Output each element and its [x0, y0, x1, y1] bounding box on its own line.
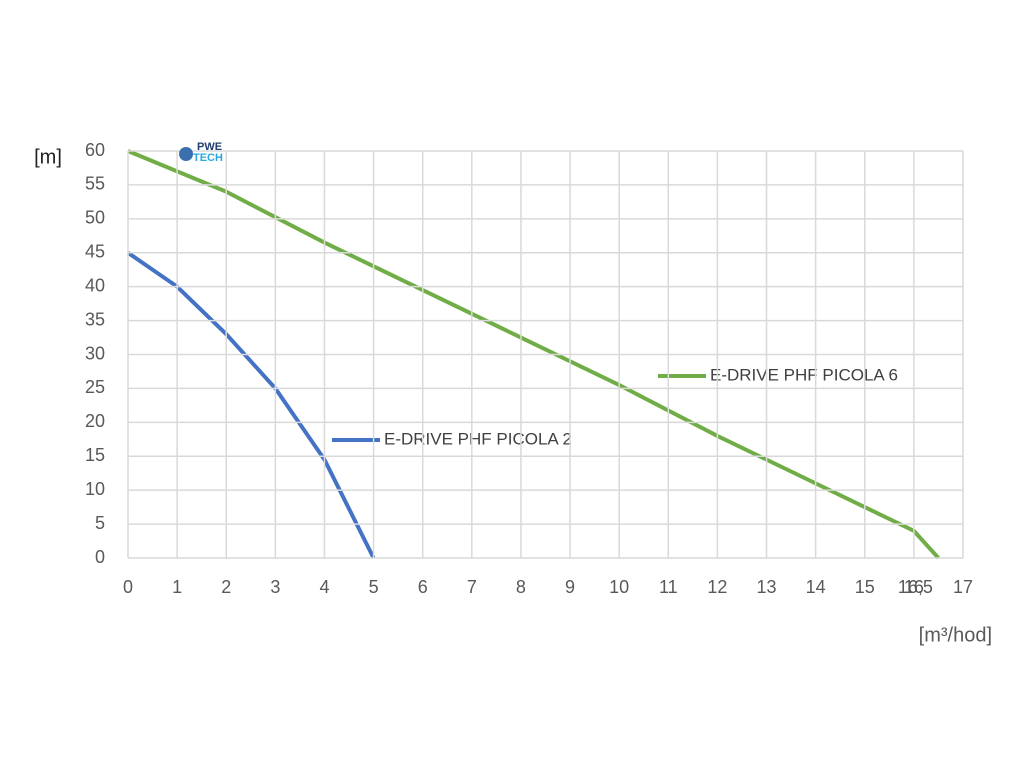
logo-icon [179, 147, 193, 161]
y-tick-label: 55 [85, 174, 105, 194]
logo-text: PWE [197, 141, 222, 153]
x-tick-label: 2 [221, 577, 231, 597]
x-tick-label: 4 [319, 577, 329, 597]
x-tick-label: 17 [953, 577, 973, 597]
y-tick-label: 50 [85, 208, 105, 228]
x-tick-label: 14 [806, 577, 826, 597]
x-tick-label: 13 [757, 577, 777, 597]
x-tick-label: 6 [418, 577, 428, 597]
x-tick-label: 1 [172, 577, 182, 597]
x-tick-label: 12 [707, 577, 727, 597]
x-tick-label: 0 [123, 577, 133, 597]
x-tick-label: 7 [467, 577, 477, 597]
x-tick-label: 5 [369, 577, 379, 597]
y-tick-label: 25 [85, 377, 105, 397]
y-tick-label: 10 [85, 479, 105, 499]
x-tick-label: 16 [904, 577, 924, 597]
x-tick-label: 15 [855, 577, 875, 597]
series-line [126, 251, 376, 559]
x-tick-label: 8 [516, 577, 526, 597]
y-tick-label: 15 [85, 445, 105, 465]
x-tick-label: 3 [270, 577, 280, 597]
legend-label: E-DRIVE PHF PICOLA 2 [384, 429, 572, 448]
x-tick-label: 11 [659, 577, 678, 597]
x-tick-label: 9 [565, 577, 575, 597]
y-tick-label: 20 [85, 411, 105, 431]
y-tick-label: 60 [85, 140, 105, 160]
y-tick-label: 0 [95, 547, 105, 567]
y-axis-label: [m] [34, 146, 62, 168]
y-tick-label: 5 [95, 513, 105, 533]
y-tick-label: 40 [85, 275, 105, 295]
legend-label: E-DRIVE PHF PICOLA 6 [710, 365, 898, 384]
y-tick-label: 45 [85, 242, 105, 262]
logo-text: TECH [193, 152, 223, 164]
x-tick-label: 10 [609, 577, 629, 597]
y-tick-label: 30 [85, 343, 105, 363]
y-tick-label: 35 [85, 309, 105, 329]
x-axis-label: [m³/hod] [919, 624, 992, 646]
x-tick-label: 16,5 [898, 577, 933, 597]
